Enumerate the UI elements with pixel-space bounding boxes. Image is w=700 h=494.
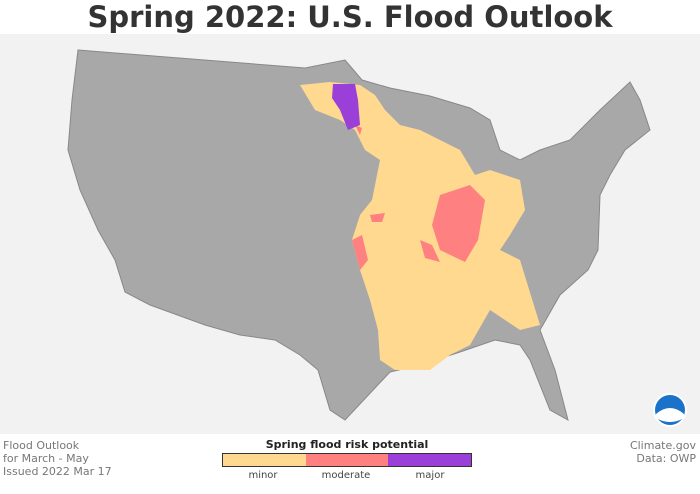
legend-swatch-moderate bbox=[305, 454, 389, 466]
flood-major-region bbox=[332, 84, 360, 130]
outlook-info: Flood Outlook for March - May Issued 202… bbox=[3, 439, 112, 478]
credit-line: Data: OWP bbox=[636, 452, 696, 465]
outlook-info-line: Flood Outlook bbox=[3, 439, 80, 452]
legend-bar bbox=[222, 453, 472, 467]
legend-label-minor: minor bbox=[248, 470, 278, 481]
legend-swatch-major bbox=[388, 454, 472, 466]
legend-label-major: major bbox=[415, 470, 445, 481]
page-title: Spring 2022: U.S. Flood Outlook bbox=[87, 0, 613, 34]
us-map bbox=[0, 34, 700, 434]
credits: Climate.gov Data: OWP bbox=[630, 439, 696, 465]
legend-title: Spring flood risk potential bbox=[265, 438, 429, 451]
outlook-info-line: Issued 2022 Mar 17 bbox=[3, 465, 112, 478]
legend-label-moderate: moderate bbox=[321, 470, 371, 481]
noaa-logo bbox=[653, 393, 687, 427]
legend-swatch-minor bbox=[223, 454, 306, 466]
credit-line: Climate.gov bbox=[629, 439, 696, 452]
outlook-info-line: for March - May bbox=[3, 452, 89, 465]
flood-moderate-region bbox=[352, 125, 485, 270]
flood-minor-region bbox=[300, 82, 540, 370]
